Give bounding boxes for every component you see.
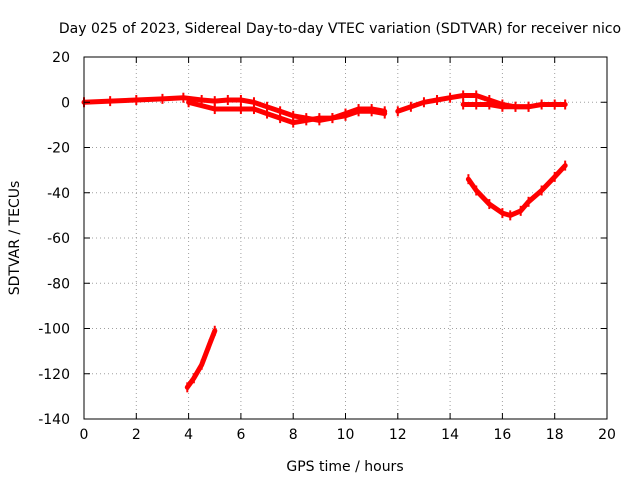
y-axis-title: SDTVAR / TECUs [7, 181, 23, 296]
y-tick-label: 20 [52, 50, 70, 66]
x-tick-label: 4 [184, 427, 193, 443]
x-tick-label: 6 [236, 427, 245, 443]
x-tick-label: 0 [80, 427, 89, 443]
y-tick-label: -80 [47, 276, 70, 292]
y-tick-label: -20 [47, 141, 70, 157]
y-tick-label: -100 [38, 322, 70, 338]
series-mid-day-lower [460, 102, 531, 110]
x-axis-title: GPS time / hours [286, 459, 403, 475]
x-tick-label: 14 [441, 427, 459, 443]
x-tick-label: 16 [493, 427, 511, 443]
x-tick-label: 20 [598, 427, 616, 443]
x-tick-label: 2 [132, 427, 141, 443]
series-layer [81, 90, 568, 393]
series-low-curve [184, 328, 218, 390]
x-tick-label: 12 [389, 427, 407, 443]
chart-title: Day 025 of 2023, Sidereal Day-to-day VTE… [59, 21, 621, 37]
y-tick-label: -60 [47, 231, 70, 247]
y-tick-label: 0 [61, 95, 70, 111]
series-mid-day-band [395, 93, 568, 114]
y-ticks: -140 -120 -100 -80 -60 -40 -20 0 20 [38, 50, 607, 428]
y-tick-label: -120 [38, 367, 70, 383]
series-lower-band [186, 99, 388, 126]
series-dip-curve [465, 163, 568, 218]
x-tick-label: 10 [337, 427, 355, 443]
x-tick-label: 8 [289, 427, 298, 443]
y-tick-label: -40 [47, 186, 70, 202]
x-ticks: 0 2 4 6 8 10 12 14 16 18 20 [80, 57, 616, 443]
x-tick-label: 18 [546, 427, 564, 443]
y-tick-label: -140 [38, 412, 70, 428]
